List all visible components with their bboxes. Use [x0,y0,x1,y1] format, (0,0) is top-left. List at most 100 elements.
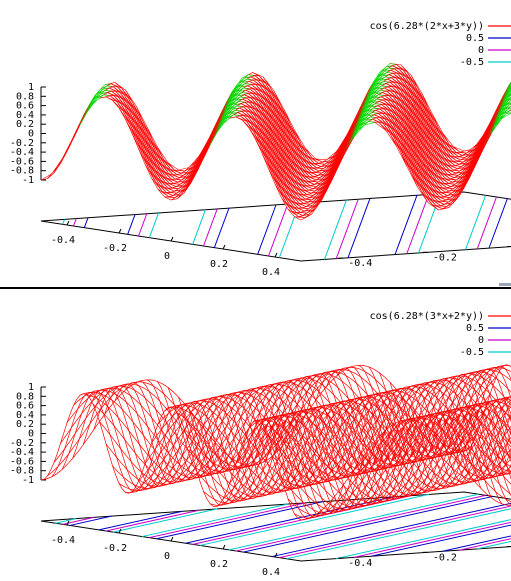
x-tick-mark [222,544,226,550]
contour-line-0_5 [394,195,418,255]
z-tick-label: 0 [28,129,34,140]
surface-wire [190,398,511,500]
z-tick-label: -0.2 [10,438,34,449]
surface-wire [463,364,511,452]
contour-line--0_5 [228,493,479,551]
legend-label: cos(6.28*(3*x+2*y)) [370,311,484,322]
z-tick-label: -0.8 [10,466,34,477]
legend: cos(6.28*(2*x+3*y))0.50-0.5 [370,21,511,68]
surface-plot-top: 10.80.60.40.20-0.2-0.4-0.6-0.8-1-0.4-0.2… [10,21,511,278]
legend-label: -0.5 [460,57,484,68]
scroll-grip-icon[interactable] [499,283,511,286]
surface-mesh [40,364,511,521]
surface-wire [136,380,397,508]
contour-line-0_5 [213,207,230,248]
surface-wire [73,375,497,477]
z-tick-label: 1 [28,82,34,93]
x-tick-mark [170,236,174,242]
z-tick-label: 0.4 [16,410,34,421]
z-tick-label: 0.6 [16,101,34,112]
z-tick-label: 1 [28,382,34,393]
contour-line-0_5 [347,198,371,258]
contour-line-0 [279,505,511,559]
contour-line--0_5 [336,519,511,560]
z-tick-label: -0.6 [10,156,34,167]
surface-wire [196,400,511,502]
legend-label: 0 [478,45,484,56]
panel-divider [0,287,511,289]
contour-line-0_5 [488,198,508,249]
z-tick-label: 0.6 [16,401,34,412]
contour-line-0_5 [441,535,511,552]
z-tick-label: -0.2 [10,138,34,149]
x-tick-mark [66,220,70,226]
z-tick-label: 0.8 [16,91,34,102]
surface-wire [183,396,511,498]
y-tick-label: -0.2 [433,552,457,563]
surface-wire [151,385,511,487]
contour-line--0_5 [55,518,77,524]
surface-wire [248,402,511,504]
contour-line-0_5 [98,510,183,531]
y-tick-label: -0.2 [433,252,457,263]
z-tick-label: -0.6 [10,456,34,467]
surface-wire [431,368,511,456]
x-tick-mark [170,536,174,542]
x-tick-label: 0.4 [262,567,280,578]
legend-label: 0.5 [466,33,484,44]
surface-wire [79,365,504,479]
contour-line-0_5 [243,495,493,553]
surface-wire [229,396,511,498]
surface-plot-bottom: 10.80.60.40.20-0.2-0.4-0.6-0.8-1-0.4-0.2… [10,311,511,578]
contour-line-0 [406,194,430,254]
surface-wire [86,365,510,481]
surface-wire [92,367,511,483]
surface-mesh [40,63,511,221]
contour-line-0 [268,203,289,257]
contour-line-0_5 [257,204,277,255]
contour-line-0_5 [156,501,324,540]
surface-wire [47,366,471,477]
surface-wire [268,408,511,510]
contour-line--0_5 [141,503,288,538]
surface-wire [261,406,511,508]
surface-wire [294,417,511,519]
contour-line-0 [138,213,148,237]
z-tick-label: -0.4 [10,447,34,458]
contour-line-0_5 [371,524,511,557]
x-tick-mark [118,228,122,234]
legend: cos(6.28*(3*x+2*y))0.50-0.5 [370,311,511,358]
contour-line--0_5 [148,212,159,238]
z-tick-label: -1 [22,175,34,186]
contour-line-0 [203,208,218,247]
contour-line-0_5 [272,502,511,558]
contour-line--0_5 [62,219,65,225]
surface-wire [400,372,511,473]
contour-line--0_5 [286,508,511,560]
contour-line-0 [353,521,511,558]
legend-label: 0 [478,335,484,346]
contour-line-0 [235,494,486,552]
x-tick-mark [274,252,278,258]
x-tick-label: -0.2 [103,243,127,254]
z-tick-label: 0.4 [16,110,34,121]
surface-wire [99,369,511,485]
x-tick-label: 0 [164,551,170,562]
surface-wire [410,371,511,463]
x-tick-label: 0.4 [262,267,280,278]
surface-wire [255,404,511,506]
z-tick-label: -0.8 [10,166,34,177]
surface-wire [235,398,511,500]
surface-wire [300,419,511,521]
x-tick-label: -0.4 [51,235,75,246]
contour-line-0_5 [127,214,136,235]
contour-line--0_5 [477,540,511,550]
surface-wire [453,365,511,453]
contour-line-0 [459,538,511,551]
contour-line-0_5 [83,217,89,228]
contour-line--0_5 [324,199,347,260]
contour-line--0_5 [113,508,218,533]
x-tick-label: 0.2 [210,559,228,570]
